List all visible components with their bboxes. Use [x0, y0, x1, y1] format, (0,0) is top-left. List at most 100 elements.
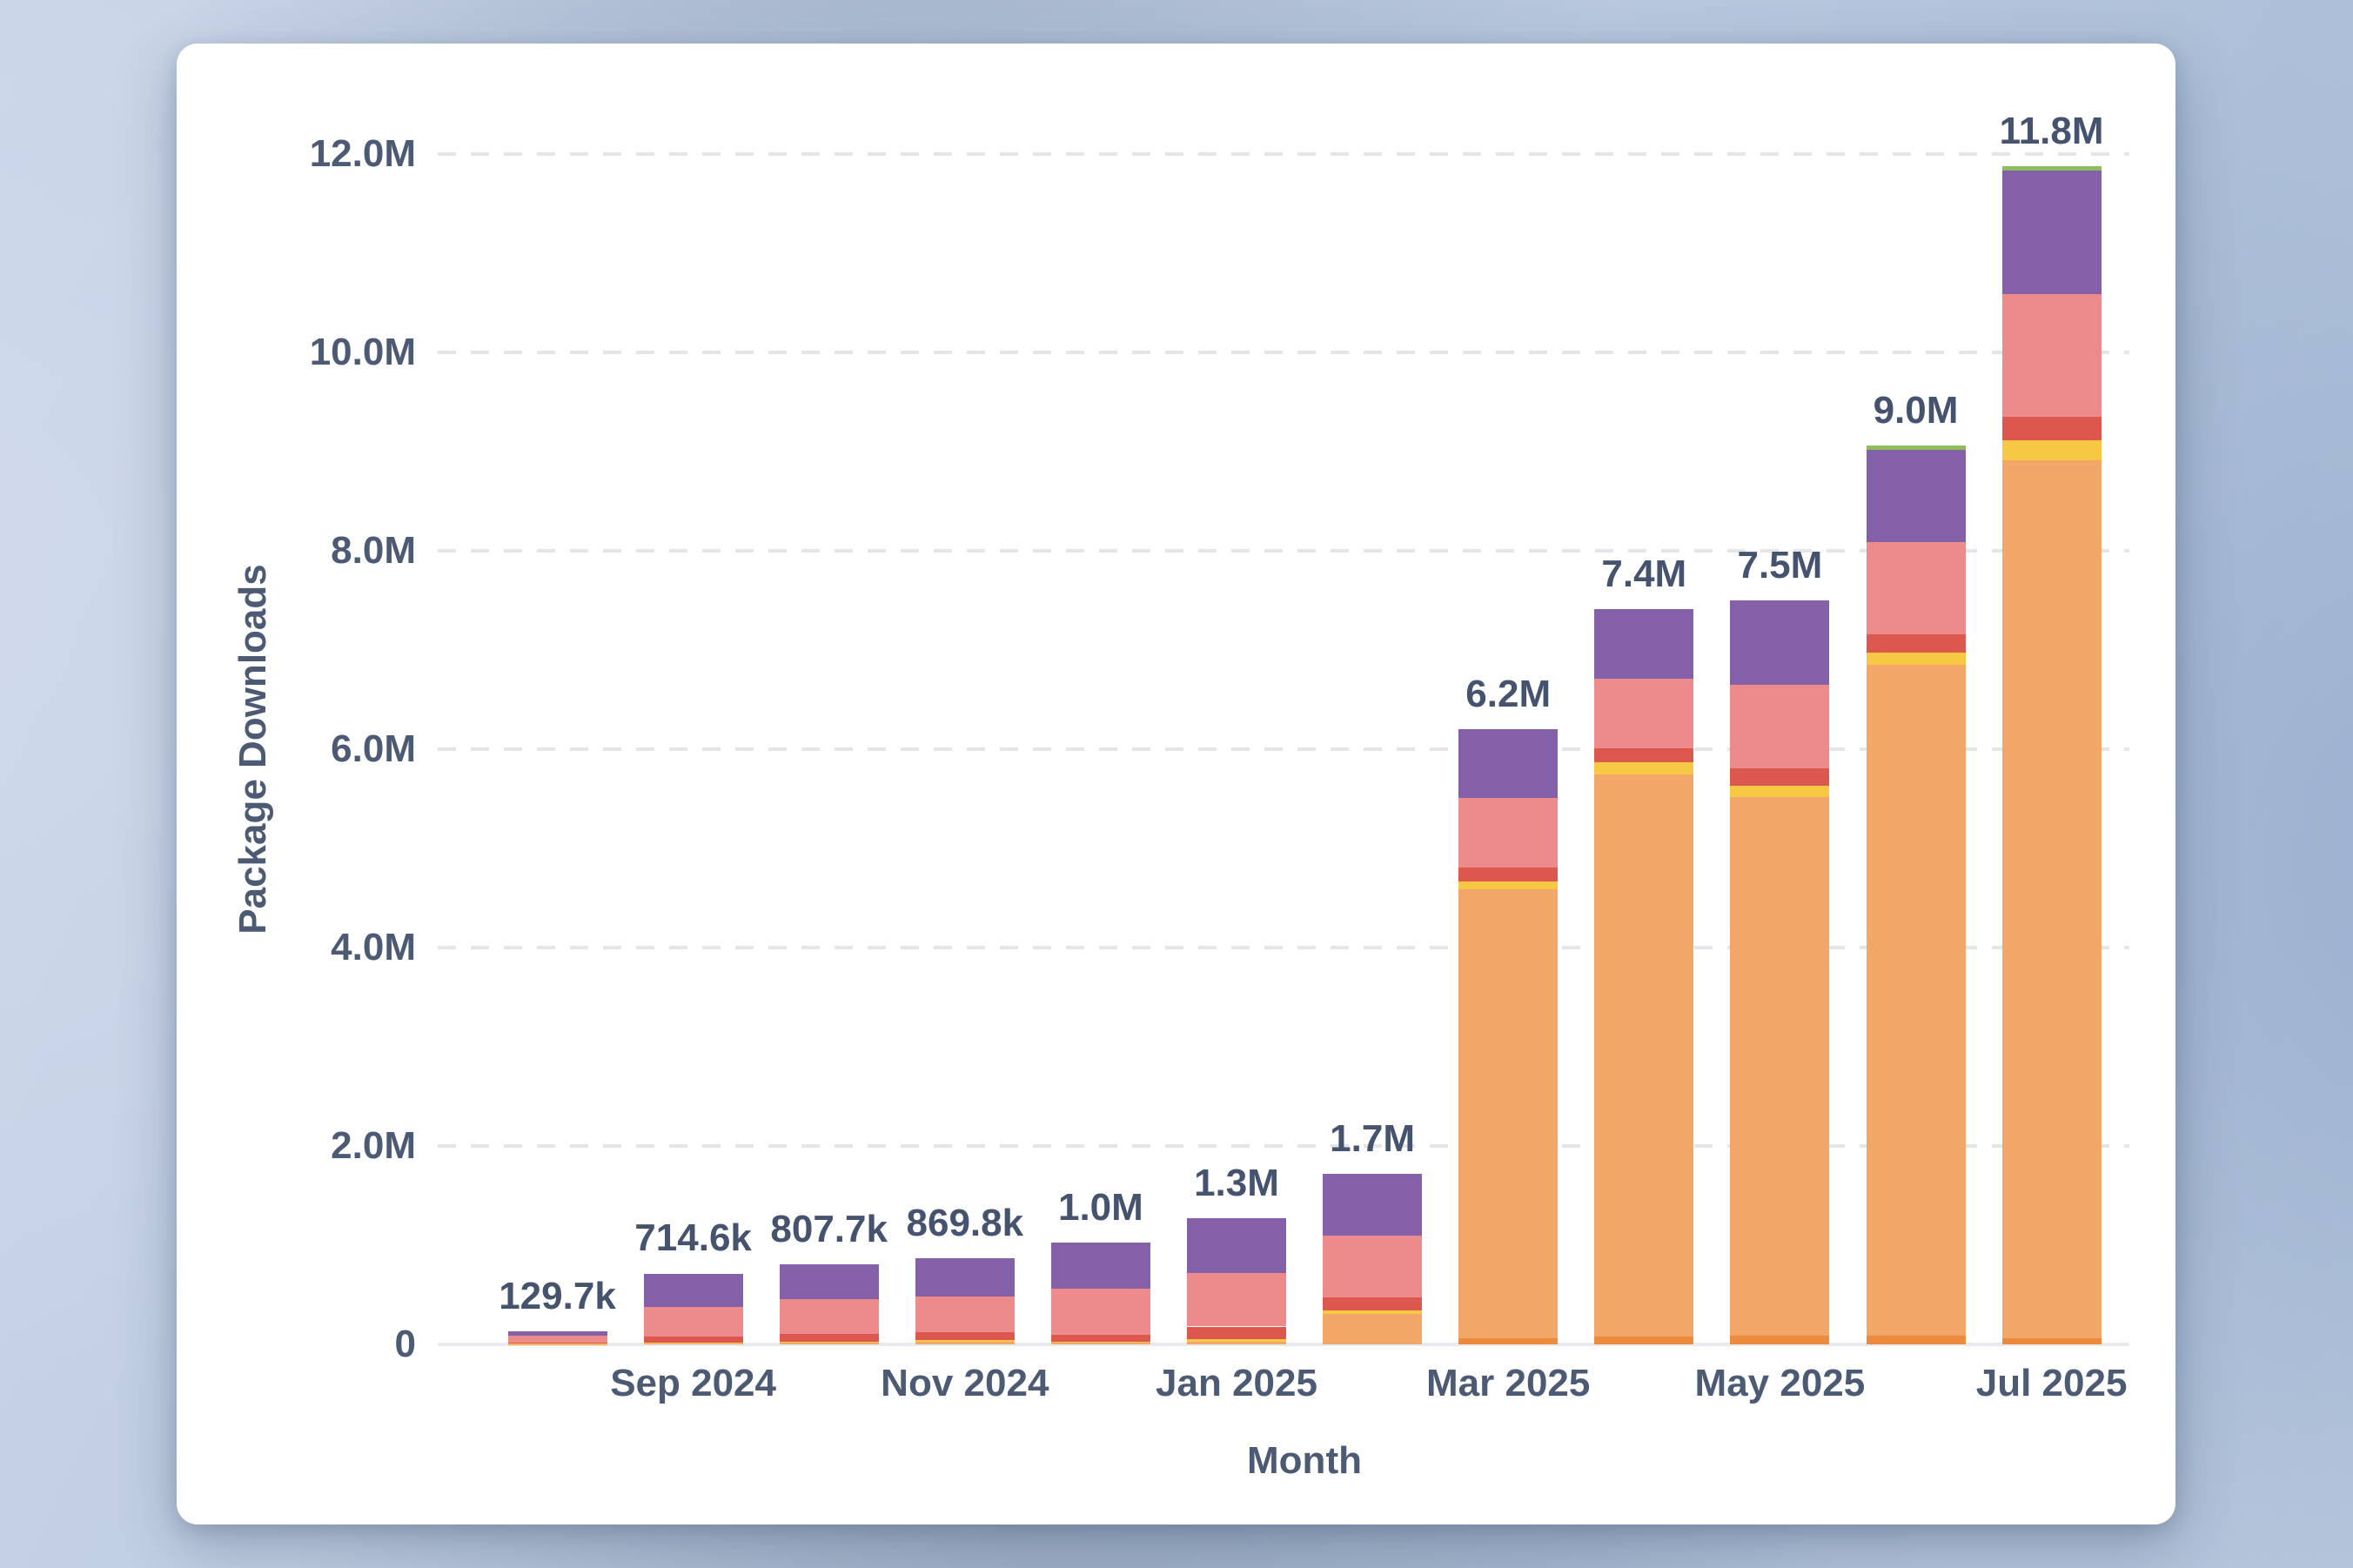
bar-mar-2025 — [1458, 729, 1559, 1344]
bar-segment-dark-orange — [1458, 1338, 1559, 1344]
bar-segment-purple — [1458, 729, 1559, 798]
y-tick-label-10.0M: 10.0M — [309, 331, 416, 373]
bar-value-label-dec-2024: 1.0M — [1057, 1185, 1143, 1229]
x-tick-label-jan-2025: Jan 2025 — [1156, 1362, 1317, 1404]
bar-segment-pink — [1323, 1235, 1423, 1298]
bar-segment-purple — [1323, 1173, 1423, 1236]
bar-segment-orange — [1187, 1341, 1286, 1344]
bar-segment-yellow — [915, 1340, 1015, 1343]
bar-segment-orange — [643, 1343, 743, 1344]
bar-segment-purple — [915, 1257, 1015, 1297]
bar-segment-purple — [779, 1263, 879, 1300]
bar-segment-pink — [1458, 797, 1559, 868]
bar-may-2025 — [1730, 600, 1830, 1344]
bar-segment-purple — [1187, 1218, 1286, 1273]
bar-segment-red — [507, 1342, 607, 1344]
bar-segment-green — [2001, 165, 2102, 171]
gridline-2.0M — [438, 1144, 2129, 1148]
bar-value-label-mar-2025: 6.2M — [1465, 673, 1552, 716]
bar-segment-dark-orange — [1730, 1335, 1830, 1344]
bar-segment-orange — [1050, 1342, 1150, 1344]
bar-segment-red — [1458, 867, 1559, 881]
bar-segment-yellow — [1187, 1339, 1286, 1342]
bar-segment-purple — [507, 1331, 607, 1336]
bar-nov-2024 — [915, 1257, 1015, 1344]
bar-jun-2025 — [1866, 446, 1966, 1344]
gridline-4.0M — [438, 946, 2129, 949]
bar-segment-purple — [1866, 449, 1966, 542]
bar-segment-orange — [779, 1342, 879, 1344]
bar-chart-plot-area — [438, 139, 2129, 1346]
bar-segment-red — [1050, 1334, 1150, 1342]
bar-segment-pink — [915, 1297, 1015, 1333]
bar-segment-yellow — [1866, 653, 1966, 666]
bar-segment-purple — [1050, 1242, 1150, 1290]
x-tick-label-may-2025: May 2025 — [1694, 1362, 1866, 1404]
bar-oct-2024 — [779, 1263, 879, 1344]
bar-value-label-oct-2024: 807.7k — [770, 1207, 888, 1250]
bar-segment-yellow — [1594, 761, 1694, 774]
bar-segment-orange — [1594, 774, 1694, 1337]
bar-segment-green — [1866, 446, 1966, 450]
bar-feb-2025 — [1323, 1173, 1423, 1344]
gridline-10.0M — [438, 351, 2129, 354]
bar-segment-orange — [1323, 1313, 1423, 1344]
bar-value-label-nov-2024: 869.8k — [906, 1201, 1024, 1244]
chart-card: Package Downloads Month 0 2.0M 4.0M 6.0M 8.0… — [177, 44, 2175, 1524]
bar-value-label-apr-2025: 7.4M — [1601, 553, 1687, 596]
bar-value-label-sep-2024: 714.6k — [634, 1216, 752, 1260]
bar-value-label-aug-2024: 129.7k — [499, 1275, 616, 1318]
bar-segment-purple — [1730, 600, 1830, 685]
bar-aug-2024 — [507, 1331, 607, 1344]
bar-apr-2025 — [1594, 609, 1694, 1344]
y-tick-label-12.0M: 12.0M — [309, 132, 416, 175]
bar-segment-yellow — [779, 1342, 879, 1343]
x-tick-label-nov-2024: Nov 2024 — [881, 1362, 1049, 1404]
bar-dec-2024 — [1050, 1242, 1150, 1344]
bar-sep-2024 — [643, 1273, 743, 1344]
x-axis-title: Month — [1247, 1439, 1362, 1482]
bar-segment-pink — [1866, 541, 1966, 634]
bar-segment-red — [1323, 1297, 1423, 1311]
bar-segment-red — [779, 1334, 879, 1343]
y-tick-label-6.0M: 6.0M — [331, 727, 416, 770]
bar-segment-orange — [1730, 796, 1830, 1336]
bar-segment-pink — [779, 1299, 879, 1335]
bar-segment-dark-orange — [1866, 1335, 1966, 1344]
bar-segment-orange — [2001, 460, 2102, 1339]
bar-segment-pink — [1050, 1289, 1150, 1335]
gridline-6.0M — [438, 747, 2129, 751]
bar-segment-orange — [1866, 665, 1966, 1336]
x-axis-baseline — [438, 1343, 2129, 1346]
bar-segment-pink — [1594, 679, 1694, 748]
bar-segment-purple — [643, 1273, 743, 1307]
bar-segment-yellow — [2001, 440, 2102, 461]
gridline-12.0M — [438, 152, 2129, 156]
bar-jul-2025 — [2001, 165, 2102, 1344]
bar-segment-yellow — [643, 1342, 743, 1344]
bar-segment-red — [1730, 767, 1830, 787]
bar-segment-red — [1866, 633, 1966, 653]
bar-segment-yellow — [1730, 786, 1830, 797]
bar-segment-yellow — [1050, 1341, 1150, 1343]
y-tick-label-2.0M: 2.0M — [331, 1124, 416, 1167]
y-tick-label-8.0M: 8.0M — [331, 529, 416, 572]
bar-segment-purple — [2001, 171, 2102, 294]
bar-value-label-jun-2025: 9.0M — [1873, 389, 1959, 432]
x-tick-label-sep-2024: Sep 2024 — [610, 1362, 776, 1404]
bar-segment-pink — [1730, 684, 1830, 768]
bar-segment-orange — [1458, 888, 1559, 1339]
bar-value-label-jan-2025: 1.3M — [1194, 1162, 1279, 1205]
bar-segment-orange — [915, 1342, 1015, 1344]
bar-segment-red — [915, 1332, 1015, 1341]
bar-jan-2025 — [1187, 1218, 1286, 1344]
bar-segment-pink — [2001, 293, 2102, 418]
bar-segment-red — [1594, 747, 1694, 762]
bar-segment-pink — [1187, 1272, 1286, 1327]
bar-segment-red — [1187, 1326, 1286, 1340]
bar-segment-red — [2001, 417, 2102, 441]
bar-segment-yellow — [1323, 1310, 1423, 1314]
bar-value-label-jul-2025: 11.8M — [1999, 109, 2104, 152]
bar-value-label-may-2025: 7.5M — [1737, 544, 1823, 586]
bar-value-label-feb-2025: 1.7M — [1330, 1116, 1416, 1160]
